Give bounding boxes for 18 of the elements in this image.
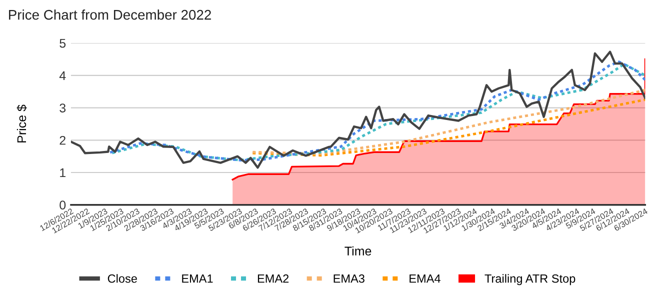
line-series xyxy=(251,88,646,155)
legend-label: Close xyxy=(108,274,137,283)
y-tick-label: 4 xyxy=(59,71,66,80)
y-tick-label: 5 xyxy=(60,39,66,48)
y-tick-label: 2 xyxy=(60,136,66,145)
legend-label: EMA4 xyxy=(410,274,440,283)
legend-label: EMA1 xyxy=(182,274,213,283)
x-axis-title: Time xyxy=(344,246,372,256)
chart-title: Price Chart from December 2022 xyxy=(9,10,211,20)
legend-label: EMA3 xyxy=(334,274,364,283)
legend-label: EMA2 xyxy=(258,274,289,283)
y-tick-label: 3 xyxy=(60,104,66,112)
line-series xyxy=(70,50,646,169)
y-axis-title: Price $ xyxy=(16,104,27,142)
line-series xyxy=(251,98,646,157)
legend-label: Trailing ATR Stop xyxy=(484,274,576,286)
y-tick-label: 0 xyxy=(60,200,66,210)
y-tick-label: 1 xyxy=(60,168,66,178)
